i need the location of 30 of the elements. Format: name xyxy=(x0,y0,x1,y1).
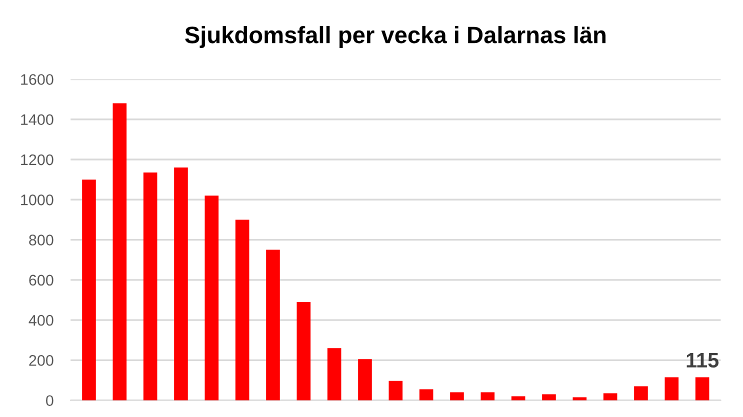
data-label: 115 xyxy=(686,353,719,368)
bar xyxy=(143,172,158,400)
y-tick-label: 1400 xyxy=(21,114,54,126)
y-tick-label: 600 xyxy=(29,274,54,286)
bar xyxy=(664,377,679,400)
chart-title: Sjukdomsfall per vecka i Dalarnas län xyxy=(185,26,606,48)
y-tick-label: 1600 xyxy=(21,74,54,85)
y-tick-label: 400 xyxy=(28,314,54,326)
bar xyxy=(450,392,464,400)
bar xyxy=(266,250,280,400)
bar xyxy=(174,168,188,400)
y-tick-label: 1000 xyxy=(21,194,54,206)
bar xyxy=(112,103,127,400)
bar xyxy=(603,393,618,400)
bar xyxy=(695,377,710,400)
bar xyxy=(419,389,434,400)
y-tick-label: 1200 xyxy=(21,154,54,166)
y-tick-label: 200 xyxy=(29,355,54,366)
bar xyxy=(358,359,372,400)
bar xyxy=(82,180,96,400)
bar xyxy=(542,394,556,400)
bar xyxy=(388,380,403,400)
bar xyxy=(204,196,219,400)
y-tick-label: 0 xyxy=(46,395,54,406)
bar xyxy=(235,220,250,400)
bar xyxy=(296,302,311,400)
y-tick-label: 800 xyxy=(29,234,54,246)
bar xyxy=(480,392,495,400)
bar xyxy=(327,348,342,400)
bar xyxy=(634,386,648,400)
